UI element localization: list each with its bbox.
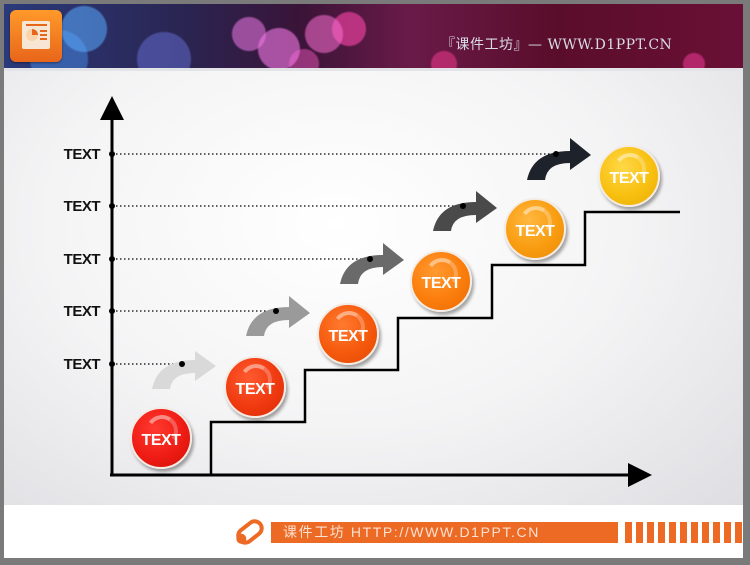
curved-arrow-icon — [152, 351, 216, 389]
axis-label: TEXT — [63, 198, 101, 215]
step-circle-5: TEXT — [504, 198, 566, 260]
axis-label: TEXT — [63, 356, 101, 373]
axis-label: TEXT — [63, 146, 101, 163]
curved-arrow-icon — [527, 138, 591, 180]
footer: 课件工坊 HTTP://WWW.D1PPT.CN — [4, 505, 743, 558]
step-circle-2: TEXT — [224, 356, 286, 418]
curved-arrow-icon — [246, 296, 310, 336]
curved-arrow-icon — [433, 191, 497, 231]
header-site-label: 『课件工坊』— WWW.D1PPT.CN — [441, 37, 673, 53]
step-circle-3: TEXT — [317, 303, 379, 365]
pencil-icon — [236, 519, 264, 545]
footer-stripes — [625, 522, 743, 543]
step-circle-6: TEXT — [598, 145, 660, 207]
guide-lines — [112, 153, 556, 365]
axis-label: TEXT — [63, 303, 101, 320]
footer-banner-text: 课件工坊 HTTP://WWW.D1PPT.CN — [271, 522, 618, 543]
diagram-area — [4, 68, 743, 508]
staircase-line — [209, 210, 680, 475]
axis-label: TEXT — [63, 251, 101, 268]
curved-arrow-icon — [340, 243, 404, 284]
step-circle-1: TEXT — [130, 407, 192, 469]
axis-dots — [109, 151, 559, 367]
step-circle-4: TEXT — [410, 250, 472, 312]
curved-arrows — [152, 138, 591, 389]
powerpoint-icon — [10, 10, 62, 62]
slide: 『课件工坊』— WWW.D1PPT.CN 课件工坊 HTTP://WWW.D1P… — [4, 4, 743, 558]
header-banner: 『课件工坊』— WWW.D1PPT.CN — [4, 4, 743, 68]
